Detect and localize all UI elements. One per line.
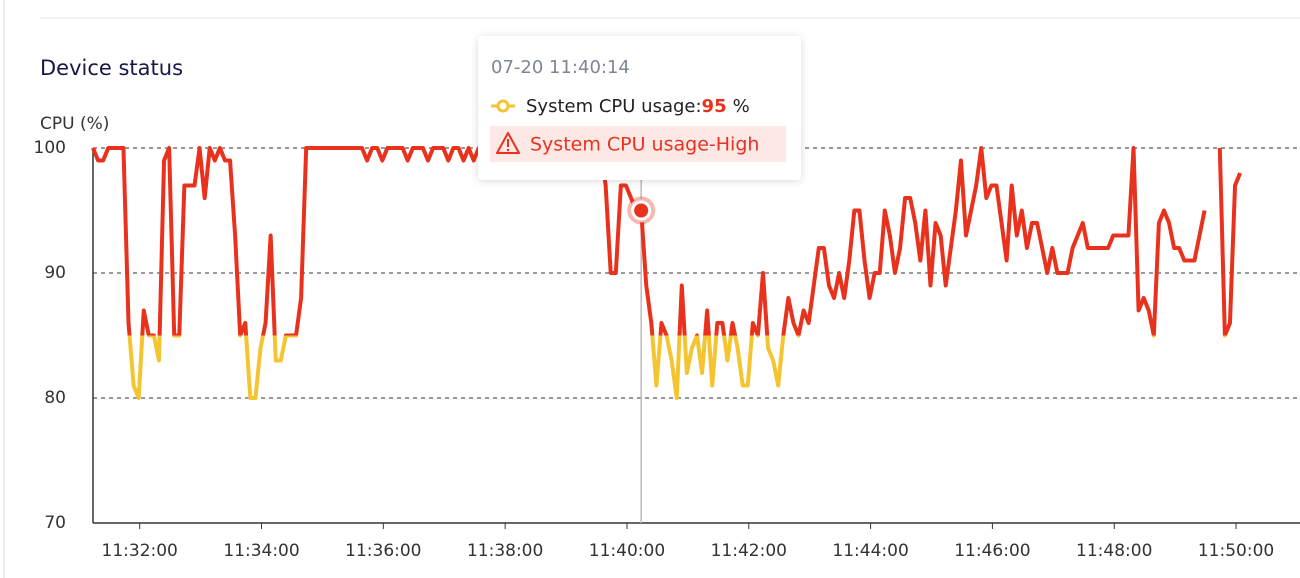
x-tick-label: 11:48:00: [1076, 541, 1152, 561]
highlight-point: [634, 203, 649, 218]
y-tick-label: 90: [44, 263, 66, 283]
tooltip-label: System CPU usage:95%: [526, 96, 750, 117]
alert-bg: [490, 126, 786, 162]
x-tick-label: 11:44:00: [832, 541, 908, 561]
tooltip: 07-20 11:40:14 System CPU usage:95% Syst…: [478, 36, 801, 180]
x-tick-label: 11:32:00: [102, 541, 178, 561]
tooltip-title: 07-20 11:40:14: [491, 57, 630, 78]
y-tick-label: 70: [44, 513, 66, 533]
tooltip-unit: %: [733, 96, 750, 117]
cpu-line-high: [91, 146, 1242, 336]
tooltip-value: 95: [702, 96, 727, 117]
chart-title: Device status: [40, 56, 183, 80]
x-tick-label: 11:42:00: [711, 541, 787, 561]
cpu-line-low: [127, 335, 1228, 400]
x-tick-label: 11:34:00: [223, 541, 299, 561]
x-tick-label: 11:46:00: [954, 541, 1030, 561]
tooltip-label-text: System CPU usage:: [526, 96, 702, 117]
y-axis-label: CPU (%): [40, 114, 109, 134]
alert-icon: [496, 132, 520, 154]
y-tick-label: 100: [34, 138, 66, 158]
x-tick-label: 11:36:00: [345, 541, 421, 561]
x-tick-label: 11:38:00: [467, 541, 543, 561]
alert-icon-dot: [506, 148, 510, 152]
plot: 70 80 90 100 11:32:00 11:34:00 11:36:00 11:38:0…: [34, 108, 1300, 561]
y-tick-label: 80: [44, 388, 66, 408]
tooltip-legend-dot: [496, 99, 510, 113]
x-tick-label: 11:50:00: [1198, 541, 1274, 561]
tooltip-alert: System CPU usage-High: [530, 134, 759, 156]
x-tick-label: 11:40:00: [589, 541, 665, 561]
